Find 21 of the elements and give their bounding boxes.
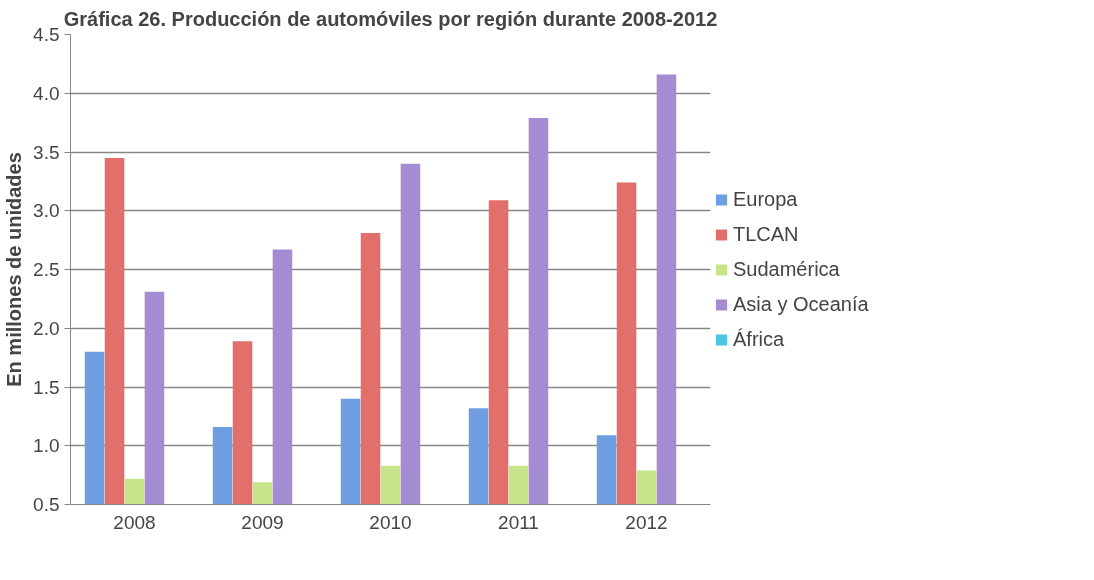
legend-label: Sudamérica bbox=[733, 257, 840, 281]
y-tick-label: 3.0 bbox=[33, 200, 60, 222]
y-tick-label: 2.0 bbox=[33, 317, 60, 339]
y-tick-label: 1.0 bbox=[33, 435, 60, 457]
y-tick-label: 4.0 bbox=[33, 82, 60, 104]
chart-title: Gráfica 26. Producción de automóviles por región durante 2008-2012 bbox=[63, 7, 718, 30]
legend-label: Asia y Oceanía bbox=[733, 292, 869, 316]
legend-label: TLCAN bbox=[733, 222, 799, 246]
x-tick-label: 2009 bbox=[241, 511, 284, 533]
y-axis-title: En millones de unidades bbox=[3, 152, 26, 387]
x-tick-label: 2010 bbox=[369, 511, 412, 533]
legend-label: Europa bbox=[733, 187, 798, 211]
x-tick-label: 2011 bbox=[498, 511, 539, 533]
y-tick-label: 2.5 bbox=[33, 259, 60, 280]
y-tick-label: 0.5 bbox=[33, 494, 60, 515]
y-tick-label: 1.5 bbox=[33, 376, 60, 398]
x-tick-label: 2008 bbox=[113, 511, 156, 533]
legend-label: África bbox=[733, 327, 785, 351]
y-tick-label: 4.5 bbox=[33, 24, 60, 45]
x-tick-label: 2012 bbox=[625, 511, 668, 533]
y-tick-label: 3.5 bbox=[33, 141, 60, 163]
